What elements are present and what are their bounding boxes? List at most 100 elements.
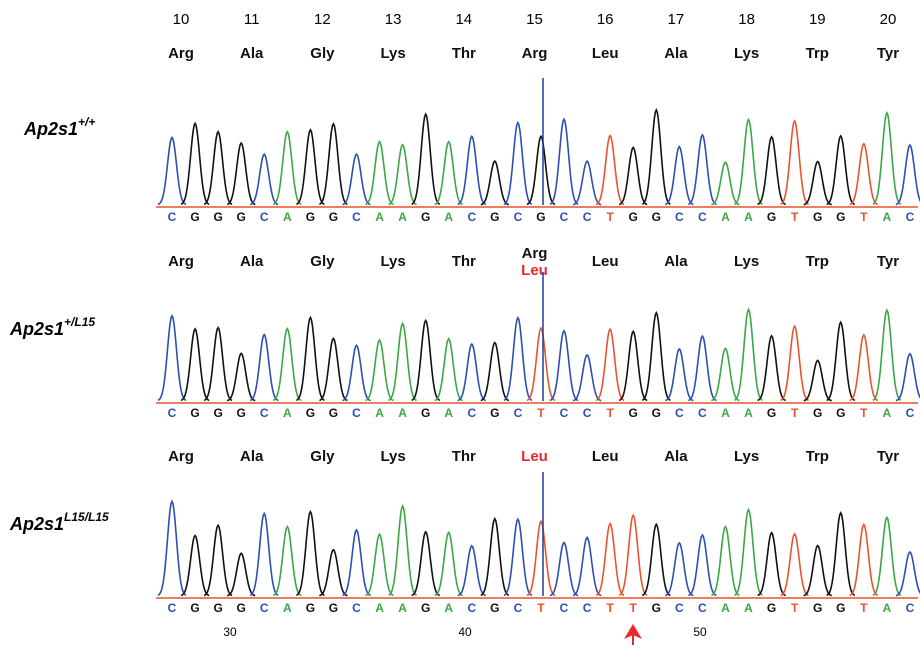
base-letter: A: [883, 406, 892, 420]
peak: [158, 501, 186, 595]
amino-acid: Arg: [168, 45, 194, 62]
peak: [688, 135, 716, 205]
base-letter: A: [444, 210, 453, 224]
base-letter: G: [190, 210, 199, 224]
base-letter: G: [190, 601, 199, 615]
base-letter: C: [675, 601, 684, 615]
peak: [665, 543, 693, 596]
amino-acid: Tyr: [877, 253, 899, 270]
peak: [227, 143, 255, 204]
base-letter: C: [560, 210, 569, 224]
amino-acid: Tyr: [877, 448, 899, 465]
amino-acid: Arg: [168, 448, 194, 465]
base-letter: C: [906, 406, 915, 420]
peak: [711, 162, 739, 205]
peak: [204, 328, 232, 401]
base-letter: C: [560, 601, 569, 615]
base-letter: G: [836, 210, 845, 224]
position-number: 19: [809, 11, 826, 28]
base-letter: A: [283, 210, 292, 224]
peak: [735, 310, 763, 401]
peak: [273, 132, 301, 205]
amino-acid: Arg: [168, 253, 194, 270]
peak: [273, 329, 301, 401]
amino-acid: Leu: [592, 45, 619, 62]
base-letter: T: [791, 601, 799, 615]
peak: [296, 130, 324, 205]
peak: [781, 121, 809, 204]
amino-acid: Trp: [806, 253, 829, 270]
peak: [642, 110, 670, 204]
peak: [366, 534, 394, 595]
position-number: 16: [597, 11, 614, 28]
amino-acid: Thr: [452, 45, 476, 62]
base-number: 50: [693, 625, 707, 639]
base-letter: C: [560, 406, 569, 420]
base-letter: G: [767, 210, 776, 224]
base-letter: C: [906, 601, 915, 615]
base-letter: A: [721, 601, 730, 615]
base-letter: T: [630, 601, 638, 615]
peak: [435, 533, 463, 596]
peak: [573, 161, 601, 205]
base-letter: G: [421, 406, 430, 420]
peak: [366, 340, 394, 400]
base-letter: G: [237, 406, 246, 420]
genotype-superscript: +/+: [78, 115, 95, 129]
base-letter: G: [490, 406, 499, 420]
base-letter: G: [536, 210, 545, 224]
position-number: 15: [526, 11, 543, 28]
base-letter: C: [514, 601, 523, 615]
base-letter: C: [352, 601, 361, 615]
peak: [873, 310, 901, 400]
amino-acid: Lys: [380, 253, 405, 270]
base-letter: G: [629, 210, 638, 224]
base-letter: G: [329, 210, 338, 224]
base-letter: A: [375, 406, 384, 420]
base-number: 40: [458, 625, 472, 639]
amino-acid: Ala: [240, 253, 264, 270]
base-letter: A: [398, 210, 407, 224]
amino-acid: Lys: [734, 45, 759, 62]
genotype-superscript: L15/L15: [64, 510, 109, 524]
base-letter: A: [444, 601, 453, 615]
base-letter: G: [421, 601, 430, 615]
base-letter: T: [537, 406, 545, 420]
peak: [619, 515, 647, 595]
peak: [527, 136, 555, 204]
amino-acid: Leu: [592, 448, 619, 465]
position-number: 20: [880, 11, 897, 28]
base-letter: T: [791, 210, 799, 224]
peak: [389, 506, 417, 595]
peak: [250, 335, 278, 401]
peak: [389, 324, 417, 401]
base-letter: G: [190, 406, 199, 420]
base-letter: C: [260, 406, 269, 420]
base-letter: T: [860, 601, 868, 615]
trace: [158, 310, 920, 401]
amino-acid: Arg: [522, 245, 548, 262]
peak: [758, 137, 786, 205]
base-letter: C: [467, 601, 476, 615]
genotype-label: Ap2s1+/+: [23, 115, 95, 139]
position-number: 13: [385, 11, 402, 28]
base-letter: G: [652, 210, 661, 224]
position-number: 12: [314, 11, 331, 28]
base-letter: T: [606, 601, 614, 615]
genotype-superscript: +/L15: [64, 315, 95, 329]
base-letter: G: [490, 210, 499, 224]
base-letter: G: [767, 601, 776, 615]
peak: [873, 518, 901, 596]
peak: [665, 349, 693, 401]
amino-acid: Lys: [380, 448, 405, 465]
amino-acid: Thr: [452, 448, 476, 465]
base-letter: G: [329, 601, 338, 615]
base-letter: A: [283, 406, 292, 420]
peak: [296, 512, 324, 596]
peak: [550, 119, 578, 204]
base-letter: G: [813, 210, 822, 224]
base-letter: C: [514, 406, 523, 420]
peak: [527, 521, 555, 595]
amino-acid: Ala: [664, 253, 688, 270]
base-letter: G: [306, 601, 315, 615]
